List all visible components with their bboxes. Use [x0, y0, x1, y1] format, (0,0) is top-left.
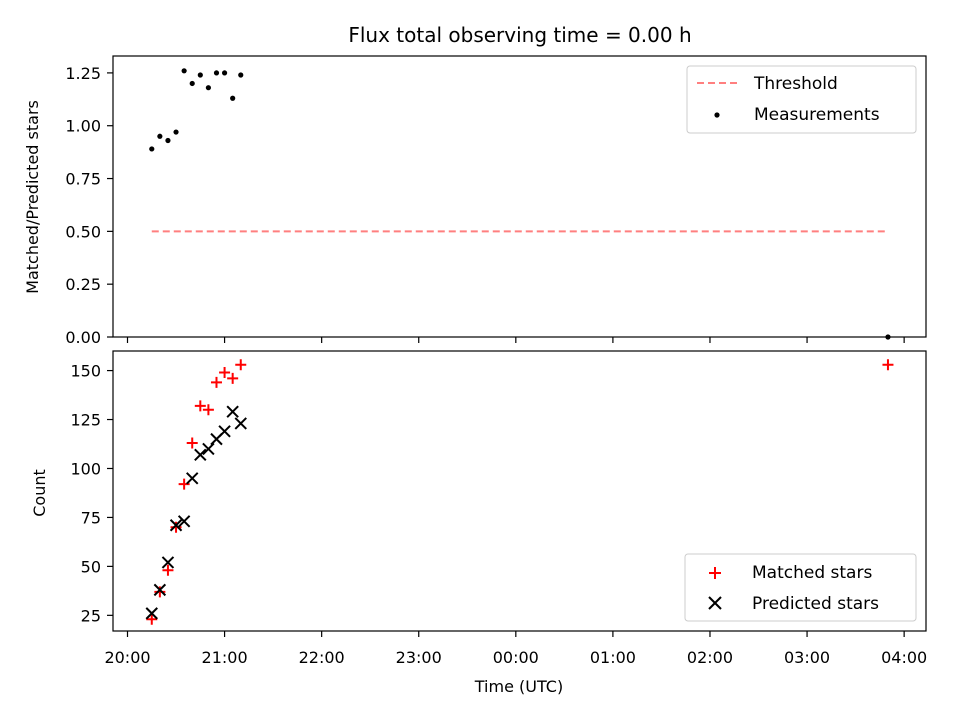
measurement-point	[238, 72, 244, 78]
predicted-stars-point	[226, 405, 239, 418]
bottom-y-tick-label: 50	[81, 557, 101, 576]
x-tick-label: 04:00	[881, 648, 927, 667]
x-tick-label: 20:00	[104, 648, 150, 667]
measurement-point	[205, 85, 211, 91]
predicted-stars-point	[186, 472, 199, 485]
legend-measurements-label: Measurements	[754, 105, 880, 125]
matched-stars-point	[227, 372, 239, 384]
predicted-stars-point	[218, 425, 231, 438]
measurement-point	[213, 70, 220, 76]
predicted-stars-point	[177, 515, 191, 528]
measurement-point	[230, 95, 236, 101]
bottom-y-tick-label: 150	[70, 362, 101, 381]
matched-stars-point	[202, 404, 214, 416]
chart-title: Flux total observing time = 0.00 h	[348, 23, 691, 47]
matched-stars-point	[882, 359, 894, 371]
x-tick-label: 22:00	[299, 648, 345, 667]
bottom-y-axis-label: Count	[30, 469, 49, 517]
top-panel: 0.00 0.25 0.50 0.75 1.00 1.25 Matched/Predict…	[23, 55, 927, 347]
predicted-stars-legend-marker	[708, 596, 722, 610]
bottom-axes-frame	[112, 350, 927, 632]
measurement-point	[221, 70, 228, 76]
top-y-tick-label: 1.25	[65, 64, 101, 83]
matched-stars-point	[186, 437, 198, 449]
predicted-stars-point	[145, 607, 158, 620]
matched-stars-point	[210, 376, 222, 388]
bottom-y-tick-label: 100	[70, 459, 101, 478]
legend-matched-stars-label: Matched stars	[752, 563, 872, 583]
top-legend-box	[686, 65, 917, 134]
matched-stars-legend-marker	[709, 567, 721, 579]
measurement-point	[181, 68, 187, 74]
matched-stars-point	[146, 613, 158, 625]
bottom-legend: Matched stars Predicted stars	[684, 553, 917, 622]
x-axis-label: Time (UTC)	[474, 677, 563, 696]
measurement-point	[149, 146, 155, 152]
matched-stars-point	[170, 521, 182, 533]
bottom-panel: 25 50 75 100 125 150 20:00 21:00 22:00 23:00 00:00…	[30, 350, 927, 696]
top-y-tick-label: 0.75	[65, 170, 101, 189]
measurement-point	[165, 137, 171, 144]
predicted-stars-point	[153, 583, 167, 597]
predicted-stars-point	[234, 417, 247, 430]
measurement-point	[157, 133, 163, 139]
legend-threshold-label: Threshold	[753, 74, 838, 94]
predicted-stars-point	[161, 556, 175, 569]
x-tick-label: 21:00	[202, 648, 248, 667]
bottom-legend-box	[684, 553, 917, 622]
top-y-tick-label: 0.25	[65, 275, 101, 294]
matched-stars-point	[219, 367, 231, 379]
matched-stars-point	[194, 400, 206, 412]
measurement-point	[197, 72, 203, 78]
x-tick-label: 23:00	[396, 648, 442, 667]
top-y-tick-label: 0.00	[65, 328, 101, 347]
x-tick-label: 01:00	[590, 648, 636, 667]
top-y-axis-label: Matched/Predicted stars	[23, 100, 42, 294]
bottom-y-tick-label: 25	[81, 606, 101, 625]
legend-predicted-stars-label: Predicted stars	[752, 594, 879, 614]
matched-stars-point	[162, 564, 174, 576]
measurement-point	[173, 129, 179, 135]
measurements-legend-marker	[714, 112, 720, 118]
bottom-y-tick-label: 75	[81, 508, 101, 527]
x-tick-label: 00:00	[493, 648, 539, 667]
predicted-stars-point	[194, 448, 207, 461]
matched-stars-point	[178, 478, 190, 490]
bottom-y-tick-label: 125	[70, 411, 101, 430]
measurement-point	[189, 80, 195, 87]
top-legend: Threshold Measurements	[686, 65, 917, 134]
predicted-stars-point	[202, 442, 215, 456]
x-tick-label: 03:00	[784, 648, 830, 667]
matched-stars-point	[235, 359, 247, 371]
x-tick-label: 02:00	[687, 648, 733, 667]
top-y-tick-label: 0.50	[65, 222, 101, 241]
matched-stars-point	[154, 586, 166, 598]
top-axes-frame	[112, 55, 927, 338]
top-y-tick-label: 1.00	[65, 117, 101, 136]
predicted-stars-point	[169, 519, 183, 532]
